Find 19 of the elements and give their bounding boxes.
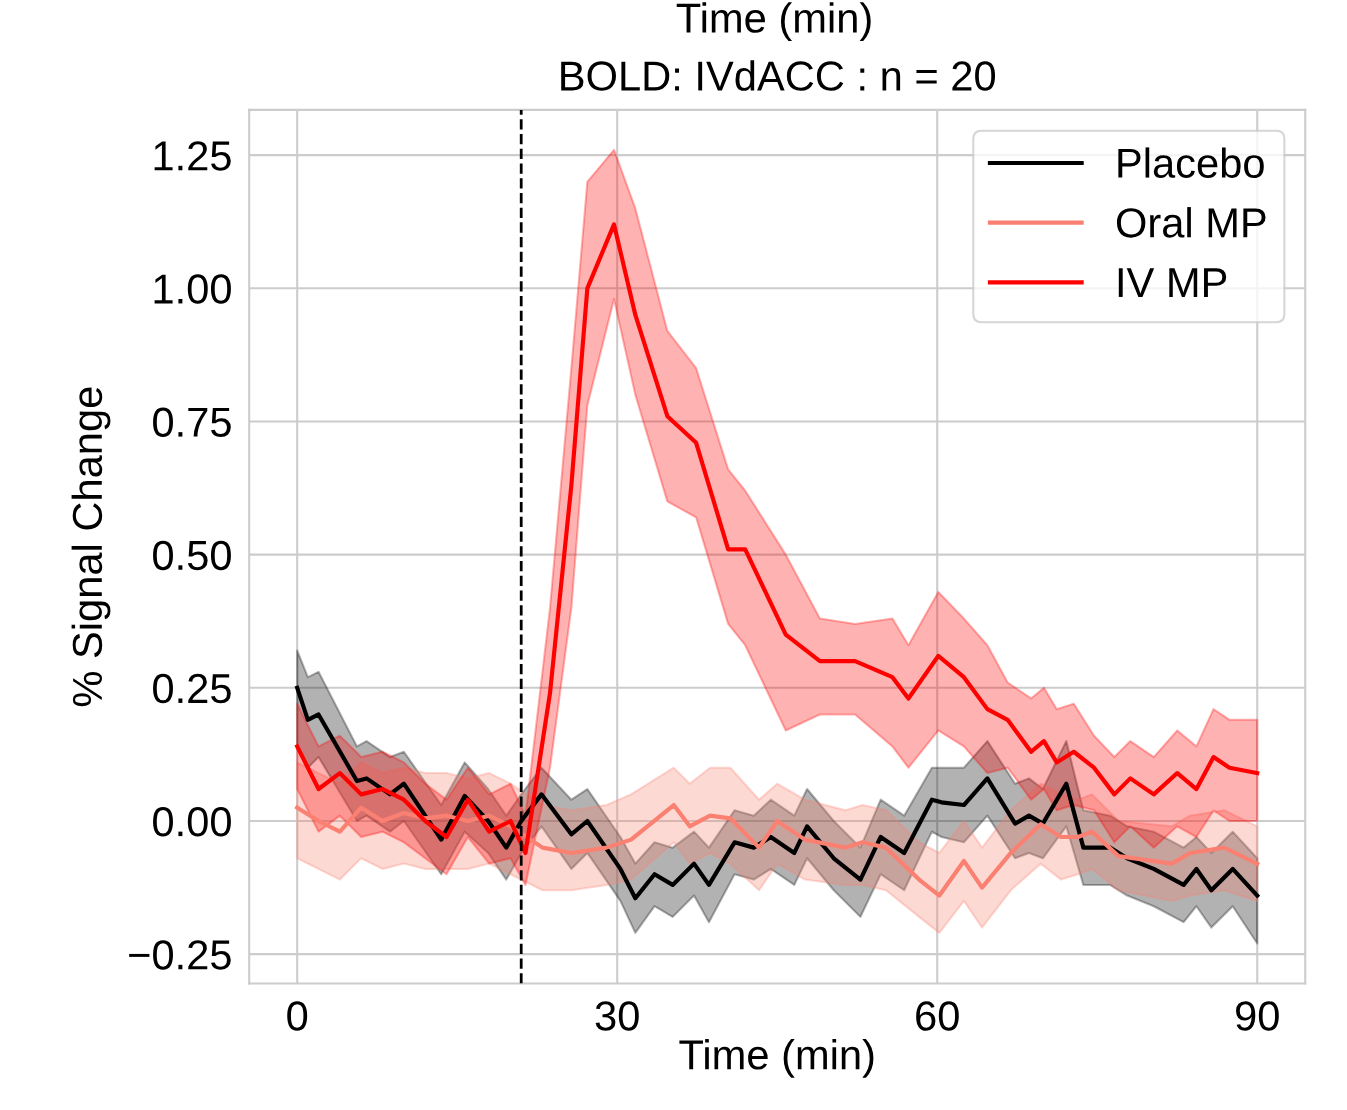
line-series	[295, 802, 1260, 898]
legend-label: Oral MP	[1116, 207, 1266, 238]
x-tick-label: 90	[1236, 1001, 1279, 1031]
y-tick-label: −0.25	[129, 940, 231, 970]
x-axis-title: Time (min)	[679, 1038, 874, 1078]
x-tick-label: 0	[287, 1001, 308, 1031]
legend-label: Placebo	[1118, 147, 1264, 178]
y-tick-label: 1.25	[154, 141, 231, 171]
y-tick-label: 0.75	[153, 407, 231, 438]
y-axis-title: % Signal Change	[71, 387, 111, 707]
x-tick-label: 60	[916, 1001, 959, 1031]
chart-title: BOLD: IVdACC : n = 20	[561, 60, 996, 91]
y-tick-label: 1.00	[154, 274, 231, 304]
y-tick-label: 0.00	[153, 807, 231, 837]
y-tick-label: 0.25	[153, 673, 231, 704]
x-tick-label: 30	[595, 1001, 639, 1031]
text: Time (min)	[676, 2, 871, 42]
y-tick-label: 0.50	[153, 540, 231, 571]
legend-label: IV MP	[1118, 268, 1227, 297]
